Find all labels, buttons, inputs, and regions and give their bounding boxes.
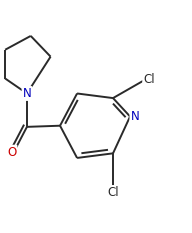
Text: O: O (7, 146, 17, 159)
Text: Cl: Cl (143, 73, 155, 86)
Text: N: N (130, 110, 139, 123)
Text: Cl: Cl (107, 186, 119, 199)
Text: N: N (22, 87, 31, 100)
